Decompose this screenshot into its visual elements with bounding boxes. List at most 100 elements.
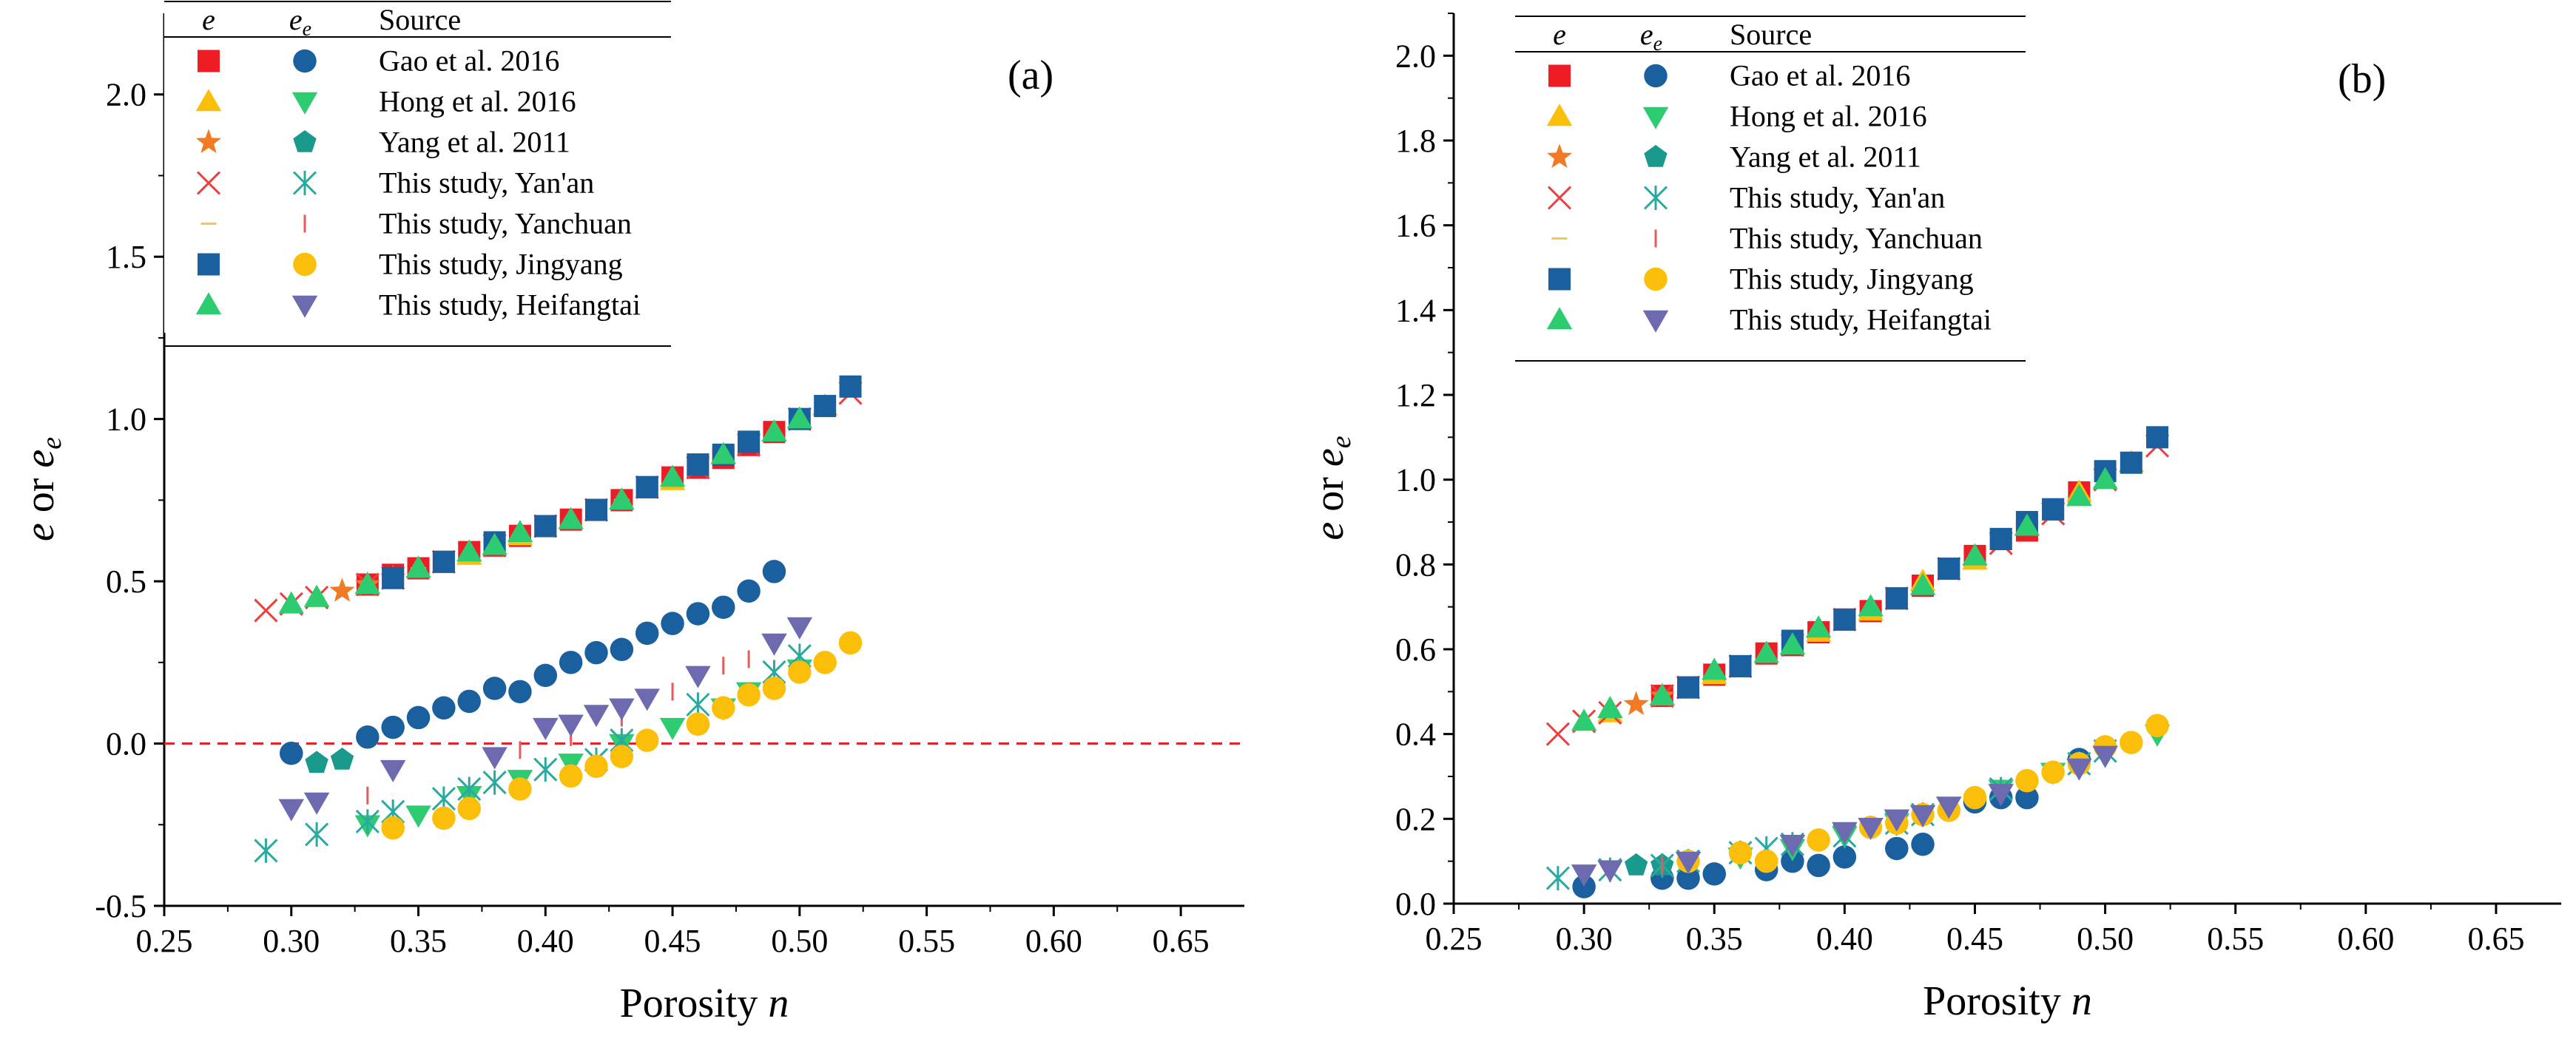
y-tick-label: 0.8 — [1395, 546, 1436, 583]
data-point — [1545, 722, 1570, 746]
data-point — [584, 640, 608, 665]
legend-header-e: e — [1553, 18, 1566, 51]
legend-marker-ee — [292, 171, 317, 195]
data-point — [2015, 768, 2039, 793]
legend-entry-label: This study, Yanchuan — [1730, 222, 1983, 255]
data-point — [432, 550, 455, 573]
series-e-this-study-yan-an — [254, 381, 863, 623]
data-point — [1729, 654, 1752, 677]
data-point — [381, 816, 405, 840]
legend-entry-label: Gao et al. 2016 — [1730, 59, 1910, 92]
data-point — [1701, 657, 1727, 680]
data-point — [533, 757, 558, 782]
data-point — [355, 809, 380, 834]
data-point — [786, 617, 813, 640]
data-point — [762, 560, 786, 583]
data-point — [635, 475, 658, 498]
data-point — [1545, 866, 1570, 891]
legend-marker-ee — [1643, 186, 1668, 210]
data-point — [2092, 467, 2118, 490]
data-point — [508, 680, 532, 704]
data-point — [1832, 822, 1858, 844]
data-point — [1779, 632, 1806, 655]
legend-header-source: Source — [379, 3, 461, 36]
data-point — [761, 419, 787, 441]
legend-entry-label: Gao et al. 2016 — [379, 44, 559, 78]
x-axis-label: Porosity n — [620, 981, 789, 1026]
data-point — [1571, 864, 1597, 887]
data-point — [1571, 708, 1597, 731]
data-point — [2146, 426, 2169, 449]
data-point — [432, 696, 456, 720]
data-point — [1858, 594, 1884, 617]
data-point — [1805, 615, 1832, 638]
legend-marker-ee — [293, 130, 317, 152]
legend-marker-ee — [1642, 106, 1669, 129]
data-point — [1677, 676, 1700, 699]
panel-b: 0.25 0.30 0.35 0.40 0.45 0.50 0.55 0.60 0.65 0.0 0… — [1306, 13, 2561, 1024]
legend-marker-ee — [1644, 267, 1668, 291]
data-point — [1624, 853, 1648, 876]
data-point — [2145, 714, 2169, 737]
data-point — [254, 598, 278, 623]
data-point — [1833, 608, 1856, 631]
x-tick-label: 0.35 — [390, 923, 447, 959]
data-point — [558, 714, 584, 737]
x-tick-label: 0.45 — [1946, 921, 2003, 957]
data-point — [686, 602, 710, 626]
x-tick-label: 0.25 — [1426, 921, 1483, 957]
data-point — [686, 712, 710, 736]
data-point — [508, 777, 532, 801]
data-point — [457, 689, 481, 714]
data-point — [1962, 543, 1988, 566]
data-point — [2015, 785, 2039, 810]
data-point — [382, 566, 405, 589]
series-e-this-study-heifangtai — [1571, 467, 2118, 731]
data-point — [329, 578, 355, 602]
data-point — [2120, 731, 2143, 754]
data-point — [1675, 851, 1702, 874]
data-point — [1779, 834, 1806, 857]
legend-header-e: e — [202, 3, 215, 36]
data-point — [1938, 558, 1960, 580]
data-point — [432, 806, 456, 830]
data-point — [1754, 849, 1778, 873]
legend-marker-e — [1548, 64, 1571, 87]
data-point — [813, 651, 837, 674]
data-point — [381, 715, 405, 739]
data-point — [406, 705, 431, 730]
series-ee-yang-et-al-2011 — [1624, 853, 1674, 876]
data-point — [533, 663, 558, 688]
data-point — [1858, 818, 1884, 841]
y-tick-label: 0.4 — [1395, 717, 1436, 753]
data-point — [712, 595, 735, 619]
data-point — [2066, 484, 2092, 507]
legend-marker-e — [195, 292, 222, 315]
series-ee-this-study-jingyang — [381, 631, 863, 840]
data-point — [1702, 862, 1726, 886]
y-tick-label: 0.0 — [106, 726, 146, 762]
data-point — [1807, 828, 1830, 852]
legend-marker-ee — [1642, 310, 1669, 333]
data-point — [737, 683, 761, 707]
x-tick-label: 0.60 — [1025, 923, 1082, 959]
data-point — [1649, 683, 1676, 705]
data-point — [609, 698, 635, 721]
data-point — [1753, 640, 1779, 663]
data-point — [609, 487, 635, 510]
data-point — [305, 822, 329, 847]
data-point — [838, 631, 863, 655]
legend-entry-label: This study, Heifangtai — [1730, 303, 1992, 336]
data-point — [1807, 853, 1830, 878]
legend-marker-ee — [1644, 145, 1668, 167]
data-point — [786, 406, 813, 429]
data-point — [1728, 841, 1753, 864]
data-point — [2120, 451, 2142, 474]
x-tick-label: 0.55 — [2207, 921, 2264, 957]
legend-background — [1515, 15, 2026, 348]
legend-marker-e — [1546, 143, 1573, 169]
y-tick-label: 2.0 — [1395, 38, 1436, 74]
data-point — [330, 748, 354, 770]
